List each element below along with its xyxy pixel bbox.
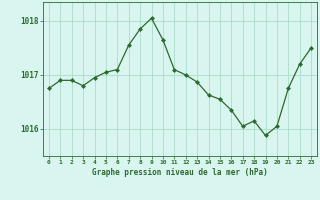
X-axis label: Graphe pression niveau de la mer (hPa): Graphe pression niveau de la mer (hPa) — [92, 168, 268, 177]
